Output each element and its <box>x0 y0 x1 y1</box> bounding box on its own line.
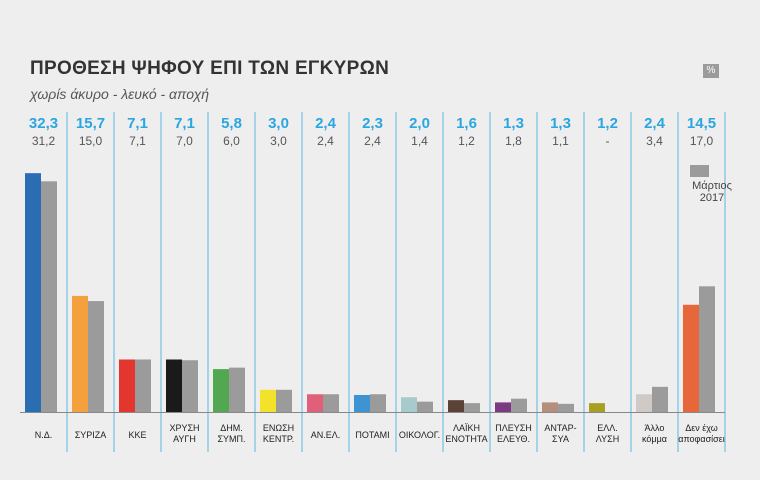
bar-current <box>401 397 417 412</box>
value-label-current: 1,3 <box>550 115 571 132</box>
value-label-previous: 1,4 <box>411 134 428 148</box>
value-label-current: 14,5 <box>687 115 716 132</box>
bar-current <box>636 394 652 412</box>
value-label-current: 1,2 <box>597 115 618 132</box>
category-label: ΑΥΓΗ <box>173 434 196 444</box>
bar-previous <box>182 360 198 412</box>
bar-previous <box>652 386 668 412</box>
bar-previous <box>370 394 386 412</box>
value-label-current: 7,1 <box>127 115 148 132</box>
bar-current <box>260 389 276 412</box>
bar-previous <box>464 403 480 412</box>
value-label-previous: 2,4 <box>364 134 381 148</box>
value-label-previous: 15,0 <box>79 134 103 148</box>
bar-previous <box>135 359 151 412</box>
bar-current <box>119 359 135 412</box>
category-label: ΣΥΑ <box>552 434 569 444</box>
value-label-previous: 2,4 <box>317 134 334 148</box>
value-label-previous: 1,2 <box>458 134 475 148</box>
category-label: κόμμα <box>642 434 667 444</box>
value-label-current: 32,3 <box>29 115 58 132</box>
value-label-current: 2,4 <box>644 115 666 132</box>
bar-previous <box>699 286 715 412</box>
value-label-current: 5,8 <box>221 115 242 132</box>
bar-previous <box>88 301 104 412</box>
value-label-previous: 17,0 <box>690 134 714 148</box>
value-label-previous: 31,2 <box>32 134 56 148</box>
value-label-current: 3,0 <box>268 115 289 132</box>
value-label-previous: 6,0 <box>223 134 240 148</box>
value-label-previous: 1,8 <box>505 134 522 148</box>
category-label: ΚΚΕ <box>128 430 146 440</box>
bar-current <box>354 394 370 412</box>
value-label-previous: 1,1 <box>552 134 569 148</box>
unit-badge: % <box>703 64 719 78</box>
bar-previous <box>511 398 527 412</box>
value-label-previous: 7,1 <box>129 134 146 148</box>
value-label-current: 2,4 <box>315 115 337 132</box>
chart-subtitle: χωρίs άκυρο - λευκό - αποχή <box>30 86 210 102</box>
category-label: ΕΝΩΣΗ <box>263 423 294 433</box>
bar-current <box>213 369 229 412</box>
category-label: αποφασίσει <box>678 434 724 444</box>
value-label-current: 1,6 <box>456 115 477 132</box>
category-label: Δεν έχω <box>685 423 718 433</box>
category-label: ΛΑΪΚΗ <box>453 423 480 433</box>
bar-current <box>307 394 323 412</box>
bar-current <box>448 400 464 412</box>
bar-previous <box>417 401 433 412</box>
value-label-current: 7,1 <box>174 115 195 132</box>
legend-label: 2017 <box>700 192 724 204</box>
value-label-current: 2,3 <box>362 115 383 132</box>
value-label-current: 2,0 <box>409 115 430 132</box>
bar-current <box>72 295 88 412</box>
chart-title: ΠΡΟΘΕΣΗ ΨΗΦΟΥ ΕΠΙ ΤΩΝ ΕΓΚΥΡΩΝ <box>30 58 390 79</box>
category-label: Άλλο <box>645 423 665 433</box>
bar-current <box>589 403 605 412</box>
bar-previous <box>276 389 292 412</box>
bar-previous <box>558 403 574 412</box>
bar-previous <box>323 394 339 412</box>
category-label: ΛΥΣΗ <box>596 434 619 444</box>
category-label: ΧΡΥΣΗ <box>169 423 199 433</box>
value-label-previous: - <box>606 134 610 148</box>
category-label: ΕΝΟΤΗΤΑ <box>445 434 487 444</box>
bar-current <box>166 359 182 412</box>
category-label: ΑΝ.ΕΛ. <box>311 430 341 440</box>
bar-previous <box>41 181 57 412</box>
legend-label: Μάρτιος <box>692 180 732 192</box>
category-label: ΔΗΜ. <box>220 423 243 433</box>
bar-current <box>25 173 41 412</box>
value-label-current: 15,7 <box>76 115 105 132</box>
bar-current <box>542 402 558 412</box>
legend-swatch <box>690 165 709 177</box>
category-label: ΚΕΝΤΡ. <box>263 434 294 444</box>
bar-current <box>495 402 511 412</box>
category-label: ΣΥΜΠ. <box>217 434 245 444</box>
category-label: ΠΟΤΑΜΙ <box>355 430 389 440</box>
bar-current <box>683 304 699 412</box>
category-label: ΣΥΡΙΖΑ <box>75 430 107 440</box>
value-label-previous: 7,0 <box>176 134 193 148</box>
category-label: ΕΛΛ. <box>597 423 618 433</box>
bar-previous <box>229 367 245 412</box>
value-label-previous: 3,0 <box>270 134 287 148</box>
category-label: ΠΛΕΥΣΗ <box>495 423 532 433</box>
value-label-previous: 3,4 <box>646 134 663 148</box>
value-label-current: 1,3 <box>503 115 524 132</box>
category-label: ΕΛΕΥΘ. <box>497 434 530 444</box>
category-label: ΑΝΤΑΡ- <box>544 423 576 433</box>
category-label: ΟΙΚΟΛΟΓ. <box>399 430 440 440</box>
category-label: Ν.Δ. <box>35 430 53 440</box>
